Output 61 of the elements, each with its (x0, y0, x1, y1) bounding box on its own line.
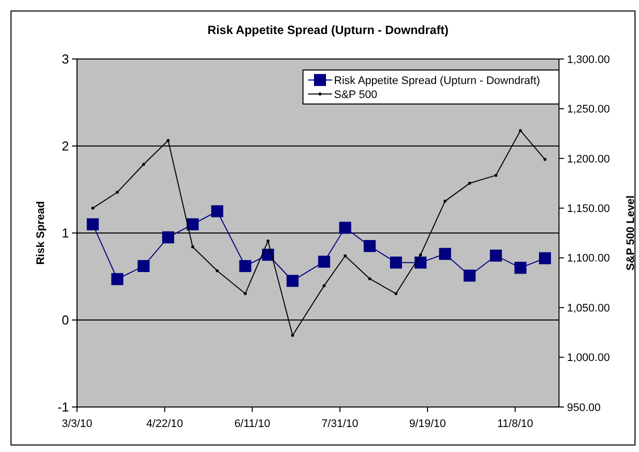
point (444, 200, 447, 203)
point (191, 245, 194, 248)
x-tick-label: 6/11/10 (234, 418, 270, 430)
point (364, 240, 376, 252)
point (286, 274, 299, 287)
y2-axis-title: S&P 500 Level (625, 195, 637, 271)
point (291, 334, 294, 337)
point (419, 253, 422, 256)
point (514, 262, 526, 274)
point (339, 222, 352, 234)
point (494, 174, 498, 177)
y2-tick-label: 1,050.00 (567, 302, 610, 314)
legend-label: S&P 500 (334, 88, 378, 101)
point (91, 206, 94, 210)
point (490, 250, 502, 262)
point (211, 205, 224, 218)
y2-tick-label: 950.00 (567, 402, 601, 414)
legend-label: Risk Appetite Spread (Upturn - Downdraft) (334, 74, 540, 87)
point (518, 129, 522, 132)
x-tick-label: 7/31/10 (322, 418, 358, 430)
y-tick-label: -1 (57, 400, 69, 415)
point (142, 162, 146, 166)
point (239, 260, 252, 272)
x-tick-label: 4/22/10 (146, 418, 183, 430)
point (186, 218, 199, 230)
point (166, 139, 170, 142)
y-tick-label: 1 (62, 226, 69, 241)
y-axis-title: Risk Spread (35, 201, 47, 265)
point (390, 256, 402, 269)
point (266, 239, 270, 242)
y2-tick-label: 1,150.00 (567, 202, 610, 215)
chart-title: Risk Appetite Spread (Upturn - Downdraft) (208, 23, 448, 37)
point (111, 273, 124, 286)
x-tick-label: 3/3/10 (62, 418, 92, 430)
point (538, 252, 551, 264)
y-tick-label: 2 (62, 138, 69, 154)
point (318, 256, 330, 268)
y2-tick-label: 1,300.00 (567, 54, 610, 66)
y2-tick-label: 1,250.00 (567, 104, 610, 116)
point (439, 248, 452, 260)
point (216, 269, 219, 272)
x-tick-label: 9/19/10 (409, 418, 446, 430)
point (86, 218, 99, 230)
point (116, 190, 119, 194)
y-tick-label: 3 (62, 52, 69, 67)
x-tick-label: 11/8/10 (497, 418, 534, 430)
point (344, 254, 347, 258)
y-tick-label: 0 (62, 312, 69, 328)
point (244, 292, 247, 296)
y2-tick-label: 1,100.00 (567, 252, 610, 265)
point (394, 292, 398, 296)
point (138, 260, 150, 272)
point (414, 256, 427, 269)
y2-tick-label: 1,000.00 (567, 352, 610, 364)
point (464, 270, 476, 282)
point (543, 158, 546, 161)
point (162, 231, 174, 244)
point (322, 284, 326, 288)
y2-tick-label: 1,200.00 (567, 153, 610, 166)
point (468, 182, 472, 185)
point (368, 277, 372, 280)
